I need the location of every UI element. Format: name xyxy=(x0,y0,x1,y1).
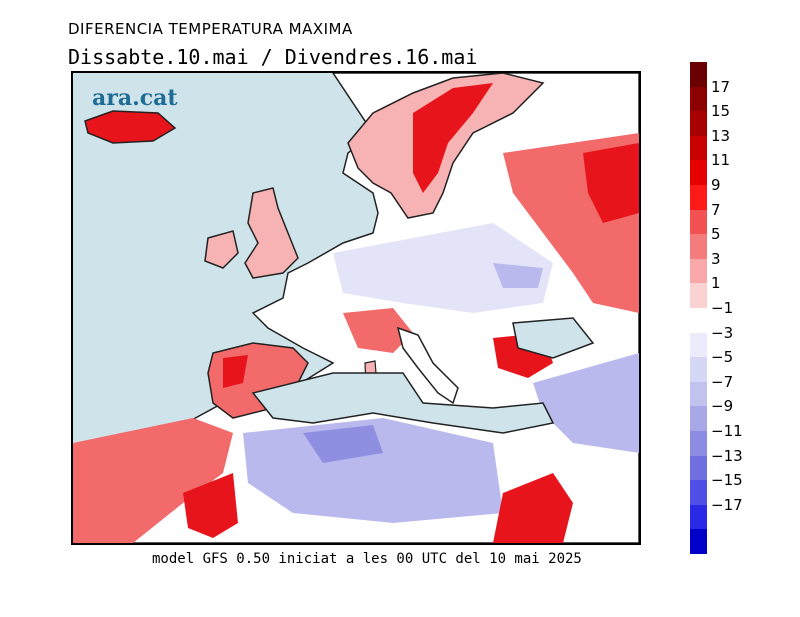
black-sea xyxy=(512,317,595,359)
colorbar-tick-label: −13 xyxy=(711,446,743,465)
iceland-land xyxy=(84,110,177,144)
colorbar-tick-label: 9 xyxy=(711,176,721,194)
colorbar-segment xyxy=(690,406,707,432)
colorbar-tick-label: −3 xyxy=(711,323,734,342)
colorbar-segment xyxy=(690,135,707,161)
italy-land xyxy=(396,326,459,405)
colorbar-tick-label: 17 xyxy=(711,77,731,96)
colorbar-tick-label: −5 xyxy=(711,348,734,367)
colorbar-tick-label: 15 xyxy=(711,102,731,121)
colorbar-segment xyxy=(690,86,707,112)
turkey-cool xyxy=(533,353,639,453)
colorbar-segment xyxy=(690,185,707,211)
map-canvas xyxy=(73,73,639,543)
colorbar-segment xyxy=(690,62,707,88)
colorbar-segment xyxy=(690,504,707,530)
colorbar-segment xyxy=(690,480,707,506)
great-britain-land xyxy=(244,187,299,279)
colorbar-tick-label: −11 xyxy=(711,422,743,440)
mediterranean-sea xyxy=(251,372,555,434)
colorbar-tick-label: 11 xyxy=(711,151,731,170)
colorbar-segment xyxy=(690,283,707,309)
date-range-subtitle: Dissabte.10.mai / Divendres.16.mai xyxy=(68,45,478,69)
colorbar-segment xyxy=(690,529,707,555)
colorbar-tick-label: −1 xyxy=(711,299,734,317)
colorbar-tick-label: −17 xyxy=(711,495,743,514)
alps-warm xyxy=(343,308,413,353)
colorbar-segment xyxy=(690,381,707,407)
colorbar-segment xyxy=(690,357,707,383)
ara-cat-logo: ara.cat xyxy=(92,85,178,111)
colorbar-tick-label: −7 xyxy=(711,372,734,391)
scandinavia-hot-core xyxy=(413,83,493,193)
chart-title: DIFERENCIA TEMPERATURA MAXIMA xyxy=(68,20,353,38)
colorbar-tick-label: 3 xyxy=(711,249,721,268)
north-africa-cool-core xyxy=(303,425,383,463)
central-europe-cool xyxy=(333,223,553,313)
colorbar-segment xyxy=(690,308,707,334)
colorbar-segment xyxy=(690,111,707,137)
colorbar-tick-label: 13 xyxy=(711,126,731,145)
colorbar-tick-label: 1 xyxy=(711,274,721,293)
colorbar-segment xyxy=(690,431,707,457)
north-africa-cool xyxy=(243,418,503,523)
colorbar-segment xyxy=(690,234,707,260)
colorbar-tick-label: 5 xyxy=(711,225,721,244)
colorbar-segment xyxy=(690,332,707,358)
colorbar-tick-label: −15 xyxy=(711,471,743,490)
central-europe-cool-core xyxy=(493,263,543,288)
temperature-difference-map: ara.cat xyxy=(71,71,641,545)
ireland-land xyxy=(204,230,239,269)
north-africa-warm xyxy=(73,418,233,543)
libya-egypt-warm xyxy=(493,473,573,543)
colorbar-legend xyxy=(690,62,707,555)
russia-hot-core xyxy=(583,143,639,223)
colorbar-segment xyxy=(690,455,707,481)
model-run-footer: model GFS 0.50 iniciat a les 00 UTC del … xyxy=(152,551,582,567)
colorbar-segment xyxy=(690,209,707,235)
colorbar-segment xyxy=(690,160,707,186)
morocco-hot-core xyxy=(183,473,238,538)
iberia-hot-core xyxy=(223,355,248,388)
colorbar-tick-label: 7 xyxy=(711,200,721,219)
colorbar-tick-label: −9 xyxy=(711,397,734,416)
colorbar-segment xyxy=(690,258,707,284)
